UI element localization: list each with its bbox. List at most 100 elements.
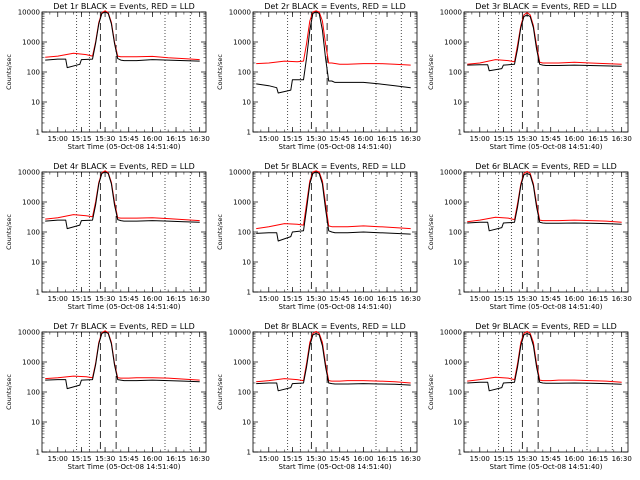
- plot-frame: [41, 171, 207, 293]
- x-tick-label: 16:15: [166, 295, 186, 303]
- x-tick-label: 15:15: [71, 135, 91, 143]
- x-tick-label: 15:00: [259, 135, 279, 143]
- y-tick-label: 100: [238, 389, 251, 397]
- y-tick-label: 10000: [18, 9, 40, 17]
- x-tick-label: 16:30: [612, 455, 632, 463]
- y-tick-label: 100: [27, 389, 40, 397]
- y-tick-label: 10000: [440, 169, 462, 177]
- y-tick-label: 10: [453, 259, 462, 267]
- y-tick-label: 1: [36, 289, 40, 297]
- y-tick-label: 10000: [440, 329, 462, 337]
- x-axis-label: Start Time (05-Oct-08 14:51:40): [490, 143, 603, 151]
- series-line-events: [256, 332, 411, 392]
- x-tick-label: 15:15: [493, 455, 513, 463]
- y-tick-label: 10: [242, 99, 251, 107]
- y-tick-label: 1000: [444, 39, 462, 47]
- chart-panel-5: 1 10 100 1000 10000 15:00 15:15 15:30 15:45 16:00…: [216, 162, 421, 311]
- plot-frame: [463, 11, 629, 133]
- x-tick-label: 16:30: [401, 295, 421, 303]
- chart-title: Det 3r BLACK = Events, RED = LLD: [475, 2, 617, 11]
- y-axis-label: Counts/sec: [5, 214, 13, 250]
- series-line-lld: [256, 330, 411, 384]
- plot-frame: [41, 331, 207, 453]
- y-tick-label: 100: [449, 69, 462, 77]
- x-tick-label: 16:00: [353, 295, 373, 303]
- chart-panel-3: 1 10 100 1000 10000 15:00 15:15 15:30 15:45 16:00…: [427, 2, 632, 151]
- x-tick-label: 16:00: [142, 295, 162, 303]
- chart-title: Det 1r BLACK = Events, RED = LLD: [53, 2, 195, 11]
- y-tick-label: 1: [36, 449, 40, 457]
- series-line-events: [45, 11, 200, 69]
- x-tick-label: 16:00: [564, 295, 584, 303]
- y-tick-label: 100: [449, 229, 462, 237]
- x-tick-label: 16:15: [588, 455, 608, 463]
- chart-panel-7: 1 10 100 1000 10000 15:00 15:15 15:30 15:45 16:00…: [5, 322, 210, 471]
- series-line-lld: [45, 170, 200, 222]
- x-tick-label: 16:15: [166, 135, 186, 143]
- x-axis-label: Start Time (05-Oct-08 14:51:40): [279, 143, 392, 151]
- y-tick-label: 10000: [18, 169, 40, 177]
- series-line-lld: [467, 12, 622, 65]
- series-line-lld: [467, 170, 622, 223]
- series-line-events: [45, 331, 200, 390]
- y-tick-label: 100: [238, 229, 251, 237]
- y-tick-label: 1: [247, 449, 251, 457]
- x-tick-label: 15:00: [48, 135, 68, 143]
- y-tick-label: 10: [31, 419, 40, 427]
- x-tick-label: 16:15: [377, 135, 397, 143]
- y-tick-label: 10000: [229, 169, 251, 177]
- x-tick-label: 15:00: [470, 295, 490, 303]
- x-tick-label: 16:15: [588, 135, 608, 143]
- y-tick-label: 10000: [229, 9, 251, 17]
- x-tick-label: 15:30: [306, 295, 326, 303]
- x-tick-label: 16:00: [142, 455, 162, 463]
- y-tick-label: 1000: [22, 199, 40, 207]
- x-tick-label: 15:15: [282, 455, 302, 463]
- x-tick-label: 15:30: [517, 455, 537, 463]
- x-tick-label: 15:00: [259, 295, 279, 303]
- y-tick-label: 10000: [229, 329, 251, 337]
- x-tick-label: 15:30: [306, 135, 326, 143]
- x-tick-label: 16:30: [612, 295, 632, 303]
- x-axis-label: Start Time (05-Oct-08 14:51:40): [68, 303, 181, 311]
- y-axis-label: Counts/sec: [427, 54, 435, 90]
- x-tick-label: 16:30: [401, 135, 421, 143]
- plot-frame: [463, 331, 629, 453]
- y-tick-label: 10: [242, 259, 251, 267]
- y-tick-label: 10000: [18, 329, 40, 337]
- x-tick-label: 15:45: [330, 455, 350, 463]
- chart-title: Det 5r BLACK = Events, RED = LLD: [264, 162, 406, 171]
- y-axis-label: Counts/sec: [216, 374, 224, 410]
- plot-frame: [252, 171, 418, 293]
- plot-frame: [463, 171, 629, 293]
- series-line-lld: [256, 170, 411, 230]
- chart-title: Det 4r BLACK = Events, RED = LLD: [53, 162, 195, 171]
- series-line-events: [256, 171, 411, 242]
- x-tick-label: 16:15: [377, 295, 397, 303]
- x-tick-label: 16:30: [190, 455, 210, 463]
- y-axis-label: Counts/sec: [216, 54, 224, 90]
- series-line-lld: [45, 10, 200, 61]
- x-tick-label: 15:45: [541, 295, 561, 303]
- x-tick-label: 15:30: [517, 295, 537, 303]
- chart-panel-9: 1 10 100 1000 10000 15:00 15:15 15:30 15:45 16:00…: [427, 322, 632, 471]
- series-line-events: [467, 14, 622, 72]
- chart-title: Det 9r BLACK = Events, RED = LLD: [475, 322, 617, 331]
- y-axis-label: Counts/sec: [427, 214, 435, 250]
- x-tick-label: 16:30: [612, 135, 632, 143]
- y-tick-label: 100: [27, 229, 40, 237]
- x-tick-label: 15:15: [493, 295, 513, 303]
- x-tick-label: 16:30: [401, 455, 421, 463]
- plot-frame: [252, 11, 418, 133]
- x-tick-label: 15:00: [48, 295, 68, 303]
- x-axis-label: Start Time (05-Oct-08 14:51:40): [279, 303, 392, 311]
- y-tick-label: 1: [36, 129, 40, 137]
- y-tick-label: 100: [27, 69, 40, 77]
- chart-panel-6: 1 10 100 1000 10000 15:00 15:15 15:30 15:45 16:00…: [427, 162, 632, 311]
- y-tick-label: 100: [238, 69, 251, 77]
- chart-title: Det 6r BLACK = Events, RED = LLD: [475, 162, 617, 171]
- x-tick-label: 15:15: [282, 295, 302, 303]
- series-line-events: [256, 11, 411, 94]
- x-tick-label: 15:30: [95, 455, 115, 463]
